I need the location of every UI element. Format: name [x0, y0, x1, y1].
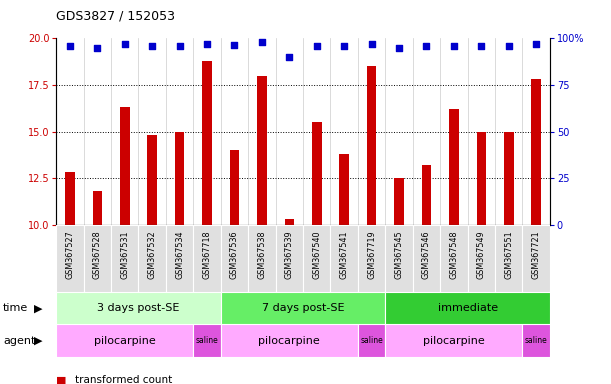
Text: GSM367548: GSM367548	[450, 230, 458, 278]
Text: GSM367536: GSM367536	[230, 230, 239, 278]
Bar	[221, 225, 248, 292]
Text: GSM367718: GSM367718	[203, 230, 211, 278]
Bar	[440, 225, 467, 292]
Text: 7 days post-SE: 7 days post-SE	[262, 303, 345, 313]
Bar	[495, 225, 522, 292]
Text: GSM367534: GSM367534	[175, 230, 184, 278]
Text: transformed count: transformed count	[75, 375, 172, 384]
Bar	[56, 292, 221, 324]
Point	[422, 43, 431, 49]
Bar	[522, 225, 550, 292]
Text: immediate: immediate	[437, 303, 498, 313]
Bar	[248, 225, 276, 292]
Point	[477, 43, 486, 49]
Text: GSM367527: GSM367527	[65, 230, 75, 279]
Text: GSM367532: GSM367532	[148, 230, 156, 279]
Bar	[175, 131, 185, 225]
Text: GSM367721: GSM367721	[532, 230, 541, 279]
Point	[532, 41, 541, 47]
Text: GSM367719: GSM367719	[367, 230, 376, 279]
Text: pilocarpine: pilocarpine	[94, 336, 156, 346]
Point	[285, 54, 295, 60]
Bar	[202, 61, 212, 225]
Text: GSM367528: GSM367528	[93, 230, 102, 279]
Bar	[331, 225, 358, 292]
Bar	[139, 225, 166, 292]
Text: GSM367545: GSM367545	[395, 230, 403, 279]
Text: 3 days post-SE: 3 days post-SE	[97, 303, 180, 313]
Bar	[84, 225, 111, 292]
Text: GSM367539: GSM367539	[285, 230, 294, 279]
Bar	[65, 172, 75, 225]
Bar	[92, 191, 102, 225]
Bar	[257, 76, 267, 225]
Bar	[367, 66, 376, 225]
Point	[449, 43, 459, 49]
Bar	[413, 225, 440, 292]
Bar	[449, 109, 459, 225]
Bar	[147, 135, 157, 225]
Text: GSM367531: GSM367531	[120, 230, 130, 278]
Bar	[230, 150, 240, 225]
Point	[120, 41, 130, 47]
Bar	[276, 225, 303, 292]
Text: GSM367541: GSM367541	[340, 230, 349, 278]
Text: GDS3827 / 152053: GDS3827 / 152053	[56, 10, 175, 23]
Text: GSM367549: GSM367549	[477, 230, 486, 279]
Bar	[56, 225, 84, 292]
Bar	[111, 225, 139, 292]
Text: pilocarpine: pilocarpine	[423, 336, 485, 346]
Text: GSM367546: GSM367546	[422, 230, 431, 278]
Text: pilocarpine: pilocarpine	[258, 336, 320, 346]
Bar	[221, 324, 358, 357]
Bar	[339, 154, 349, 225]
Bar	[386, 225, 413, 292]
Point	[147, 43, 157, 49]
Bar	[477, 131, 486, 225]
Bar	[303, 225, 331, 292]
Point	[92, 45, 102, 51]
Bar	[312, 122, 321, 225]
Point	[367, 41, 376, 47]
Bar	[358, 225, 386, 292]
Text: agent: agent	[3, 336, 35, 346]
Bar	[193, 225, 221, 292]
Text: ▶: ▶	[34, 303, 43, 313]
Text: saline: saline	[196, 336, 219, 345]
Bar	[166, 225, 193, 292]
Bar	[193, 324, 221, 357]
Bar	[386, 292, 550, 324]
Point	[504, 43, 514, 49]
Bar	[358, 324, 386, 357]
Point	[230, 42, 240, 48]
Bar	[422, 165, 431, 225]
Bar	[285, 219, 294, 225]
Bar	[120, 107, 130, 225]
Point	[339, 43, 349, 49]
Bar	[56, 324, 193, 357]
Text: saline: saline	[525, 336, 547, 345]
Point	[175, 43, 185, 49]
Bar	[504, 131, 514, 225]
Bar	[221, 292, 386, 324]
Text: GSM367540: GSM367540	[312, 230, 321, 278]
Text: time: time	[3, 303, 28, 313]
Bar	[522, 324, 550, 357]
Text: GSM367551: GSM367551	[504, 230, 513, 279]
Text: ■: ■	[56, 375, 67, 384]
Point	[312, 43, 321, 49]
Text: saline: saline	[360, 336, 383, 345]
Text: GSM367538: GSM367538	[257, 230, 266, 278]
Bar	[394, 178, 404, 225]
Bar	[532, 79, 541, 225]
Point	[257, 39, 267, 45]
Point	[65, 43, 75, 49]
Bar	[386, 324, 522, 357]
Bar	[467, 225, 495, 292]
Point	[394, 45, 404, 51]
Point	[202, 41, 212, 47]
Text: ▶: ▶	[34, 336, 43, 346]
